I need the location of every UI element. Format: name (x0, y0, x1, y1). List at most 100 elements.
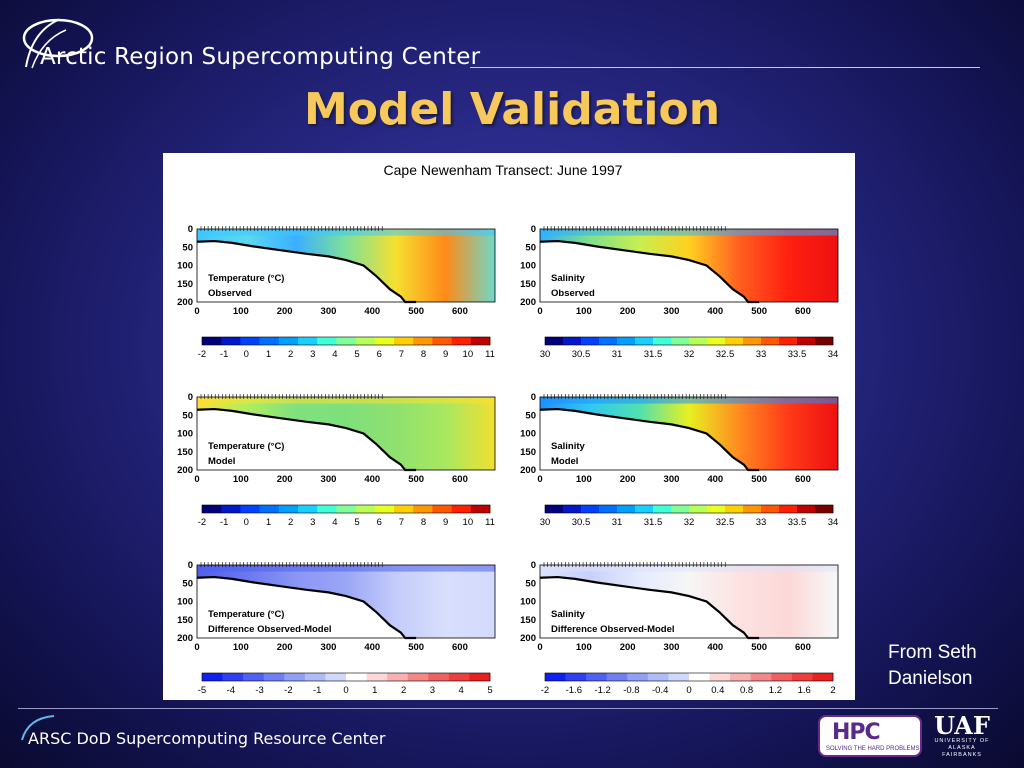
colorbar-tick-label: 6 (377, 349, 382, 360)
colorbar-tick-label: 30 (540, 349, 551, 360)
colorbar-segment (653, 337, 672, 345)
org-name: Arctic Region Supercomputing Center (40, 44, 481, 70)
colorbar-segment (278, 337, 299, 345)
colorbar-segment (366, 673, 388, 681)
x-tick-label: 100 (233, 474, 249, 485)
colorbar-segment (545, 505, 564, 513)
arsc-logo-icon (22, 18, 94, 69)
colorbar-tick-label: 32.5 (716, 349, 735, 360)
seafloor-mask (540, 409, 760, 470)
x-tick-label: 500 (408, 474, 424, 485)
y-tick-label: 0 (531, 392, 536, 403)
panel-frame (539, 396, 839, 471)
x-tick-label: 400 (364, 474, 380, 485)
panel-label-source: Observed (551, 288, 595, 299)
colorbar-tick-label: 3 (310, 517, 315, 528)
colorbar-segment (797, 337, 816, 345)
colorbar-segment (635, 337, 654, 345)
transect-figure-svg: Cape Newenham Transect: June 1997 050100… (177, 162, 839, 696)
colorbar-tick-label: 33.5 (788, 517, 807, 528)
colorbar-segment (815, 337, 834, 345)
colorbar-segment (761, 505, 780, 513)
footer-text: ARSC DoD Supercomputing Resource Center (28, 729, 386, 748)
colorbar-tick-label: 0.4 (711, 685, 724, 696)
bathymetry-line (539, 575, 760, 640)
colorbar-segment (730, 673, 752, 681)
y-tick-label: 150 (520, 279, 536, 290)
y-tick-label: 200 (177, 465, 193, 476)
colorbar-tick-label: 4 (332, 349, 337, 360)
panel-frame (196, 228, 496, 303)
colorbar-segment (563, 337, 582, 345)
figure-title: Cape Newenham Transect: June 1997 (384, 162, 623, 178)
x-tick-label: 400 (707, 306, 723, 317)
colorbar-tick-label: -1 (313, 685, 321, 696)
colorbar-tick-label: 4 (332, 517, 337, 528)
colorbar-segment (743, 505, 762, 513)
colorbar-segment (627, 673, 649, 681)
colorbar-tick-label: 4 (459, 685, 464, 696)
colorbar-segment (394, 505, 414, 513)
colorbar-tick-label: 31 (612, 517, 623, 528)
colorbar-tick-label: -0.4 (652, 685, 668, 696)
colorbar-tick-label: 1.2 (769, 685, 782, 696)
x-tick-label: 0 (537, 306, 542, 317)
uaf-mark: UAF (934, 711, 990, 740)
uaf-logo: UAF UNIVERSITY OF ALASKA FAIRBANKS (934, 714, 990, 762)
colorbar-segment (545, 337, 564, 345)
colorbar-segment (259, 337, 280, 345)
y-tick-label: 50 (525, 410, 536, 421)
colorbar-segment (355, 505, 376, 513)
panel-label-source: Difference Observed-Model (208, 624, 332, 635)
colorbar-tick-label: 11 (485, 517, 495, 528)
colorbar-tick-label: -2 (541, 685, 549, 696)
seafloor-mask (197, 241, 417, 302)
x-tick-label: 300 (321, 306, 337, 317)
colorbar-tick-label: -1 (220, 349, 228, 360)
colorbar-tick-label: -5 (198, 685, 206, 696)
uaf-subtitle: UNIVERSITY OF ALASKA FAIRBANKS (934, 738, 990, 758)
y-tick-label: 100 (177, 597, 193, 608)
panel-label-variable: Temperature (°C) (208, 441, 284, 452)
x-tick-label: 500 (408, 642, 424, 653)
colorbar-segment (428, 673, 450, 681)
panel-label-source: Observed (208, 288, 252, 299)
y-tick-label: 150 (177, 447, 193, 458)
x-tick-label: 200 (620, 474, 636, 485)
colorbar-segment (325, 673, 347, 681)
colorbar-tick-label: 0 (686, 685, 691, 696)
panel-label-source: Model (208, 456, 235, 467)
colorbar-tick-label: 2 (288, 517, 293, 528)
colorbar-tick-label: 30.5 (572, 517, 591, 528)
colorbar-tick-label: 5 (354, 349, 359, 360)
y-tick-label: 200 (520, 465, 536, 476)
colorbar-frame (544, 336, 834, 346)
colorbar-tick-label: 33.5 (788, 349, 807, 360)
x-tick-label: 600 (452, 642, 468, 653)
colorbar-segment (606, 673, 628, 681)
panel-label-variable: Salinity (551, 273, 586, 284)
bathymetry-line (196, 239, 417, 304)
colorbar-segment (791, 673, 813, 681)
colorbar-tick-label: 7 (399, 349, 404, 360)
colorbar-segment (263, 673, 285, 681)
colorbar-tick-label: 6 (377, 517, 382, 528)
colorbar-segment (336, 337, 356, 345)
seafloor-mask (540, 241, 760, 302)
bathymetry-line (196, 575, 417, 640)
y-tick-label: 0 (531, 224, 536, 235)
colorbar-segment (243, 673, 265, 681)
y-tick-label: 100 (177, 261, 193, 272)
y-tick-label: 0 (188, 560, 193, 571)
colorbar-segment (284, 673, 306, 681)
colorbar-segment (671, 505, 690, 513)
colorbar-tick-label: 0 (244, 349, 249, 360)
colorbar-segment (635, 505, 654, 513)
panel-label-variable: Temperature (°C) (208, 273, 284, 284)
panel-frame (196, 564, 496, 639)
x-tick-label: 200 (277, 306, 293, 317)
footer-divider (18, 708, 998, 709)
colorbar-segment (469, 673, 491, 681)
y-tick-label: 100 (520, 429, 536, 440)
x-tick-label: 600 (452, 306, 468, 317)
